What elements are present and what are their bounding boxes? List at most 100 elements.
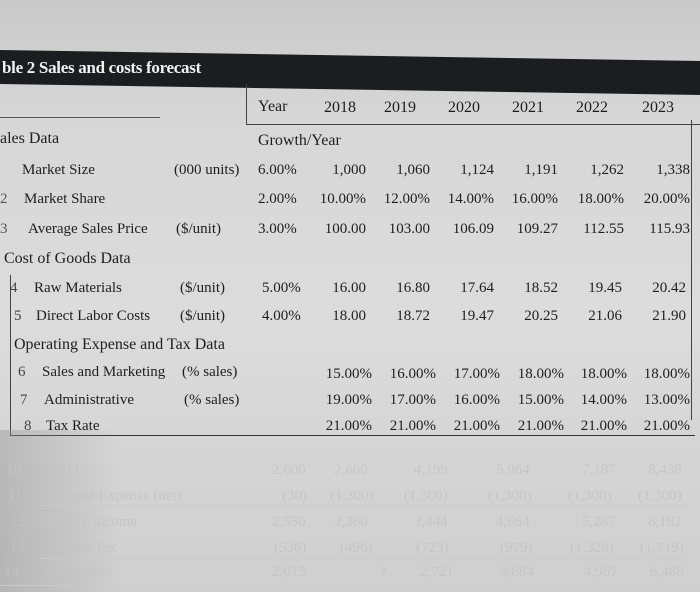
header-divider bbox=[0, 117, 160, 118]
growth-cell: 3.00% bbox=[258, 221, 297, 237]
value-cell: 20.25 bbox=[524, 308, 558, 324]
value-cell: 1,060 bbox=[396, 162, 430, 178]
row-unit: (000 units) bbox=[174, 162, 240, 178]
row-unit: (% sales) bbox=[184, 392, 240, 408]
value-cell: 16.00% bbox=[453, 392, 500, 408]
value-cell: 12.00% bbox=[383, 191, 430, 207]
row-label: Raw Materials bbox=[34, 280, 122, 296]
ghost-value: 8,438 bbox=[648, 462, 682, 478]
year-header-box bbox=[246, 84, 700, 125]
ghost-number: 13 bbox=[10, 540, 25, 556]
value-cell: 10.00% bbox=[319, 191, 366, 207]
ghost-value: (1,320) bbox=[570, 540, 614, 556]
ghost-number: 14 bbox=[4, 564, 19, 580]
year-2018: 2018 bbox=[324, 99, 356, 116]
value-cell: 16.00% bbox=[389, 366, 436, 382]
ghost-value: (536) bbox=[274, 540, 307, 556]
ghost-value: 8,182 bbox=[648, 514, 682, 530]
ghost-divider bbox=[40, 505, 690, 506]
ghost-value: 2,600 bbox=[272, 462, 306, 478]
ghost-value: (1,300) bbox=[404, 488, 448, 504]
value-cell: 21.00% bbox=[325, 418, 372, 434]
ghost-label: Income Tax bbox=[46, 540, 117, 556]
ghost-value: (1,300) bbox=[488, 488, 532, 504]
value-cell: 19.45 bbox=[588, 280, 622, 296]
ghost-label: Net Income bbox=[42, 564, 113, 580]
value-cell: 17.00% bbox=[389, 392, 436, 408]
value-cell: 103.00 bbox=[388, 221, 430, 237]
row-unit: (% sales) bbox=[182, 364, 238, 380]
row-label: Market Share bbox=[24, 191, 106, 207]
value-cell: 1,191 bbox=[524, 162, 558, 178]
value-cell: 100.00 bbox=[324, 221, 366, 237]
row-label: Administrative bbox=[44, 392, 134, 408]
value-cell: 21.06 bbox=[588, 308, 622, 324]
row-label: Sales and Marketing bbox=[42, 364, 166, 380]
ghost-number: 10 bbox=[6, 462, 21, 478]
value-cell: 1,000 bbox=[332, 162, 366, 178]
ghost-value: 3,684 bbox=[500, 564, 534, 580]
ghost-value: (1,300) bbox=[638, 488, 682, 504]
row-label: Tax Rate bbox=[46, 418, 100, 434]
table-bottom-border bbox=[10, 435, 695, 436]
growth-cell: 6.00% bbox=[258, 162, 297, 178]
growth-cell: 5.00% bbox=[262, 280, 301, 296]
value-cell: 19.00% bbox=[325, 392, 372, 408]
row-number: 3 bbox=[0, 221, 8, 237]
value-cell: 18.00% bbox=[517, 366, 564, 382]
value-cell: 21.90 bbox=[652, 308, 686, 324]
shadow bbox=[0, 430, 120, 592]
section-cogs: Cost of Goods Data bbox=[4, 250, 131, 267]
value-cell: 109.27 bbox=[516, 221, 558, 237]
ghost-value: (1,719) bbox=[640, 540, 684, 556]
value-cell: 15.00% bbox=[517, 392, 564, 408]
value-cell: 13.00% bbox=[643, 392, 690, 408]
ghost-label: EBIT bbox=[48, 462, 82, 478]
row-unit: ($/unit) bbox=[180, 308, 225, 324]
year-label: Year bbox=[258, 98, 288, 115]
value-cell: 115.93 bbox=[649, 221, 690, 237]
row-number: 6 bbox=[18, 364, 26, 380]
row-number: 8 bbox=[24, 418, 32, 434]
value-cell: 14.00% bbox=[447, 191, 494, 207]
value-cell: 21.00% bbox=[389, 418, 436, 434]
value-cell: 16.80 bbox=[396, 280, 430, 296]
value-cell: 20.42 bbox=[652, 280, 686, 296]
section-sales: ales Data bbox=[0, 130, 60, 147]
value-cell: 1,124 bbox=[460, 162, 494, 178]
ghost-value: 4,664 bbox=[496, 514, 530, 530]
value-cell: 17.64 bbox=[460, 280, 494, 296]
value-cell: 17.00% bbox=[453, 366, 500, 382]
table-title: ble 2 Sales and costs forecast bbox=[2, 58, 201, 77]
year-2020: 2020 bbox=[448, 99, 480, 116]
ghost-value: 7,187 bbox=[582, 462, 616, 478]
table-right-border bbox=[691, 120, 692, 420]
table-left-border bbox=[10, 275, 11, 435]
ghost-value: (723) bbox=[416, 540, 449, 556]
value-cell: 18.00 bbox=[332, 308, 366, 324]
ghost-value: (1,300) bbox=[568, 488, 612, 504]
row-label: Direct Labor Costs bbox=[36, 308, 151, 324]
year-2023: 2023 bbox=[642, 99, 674, 116]
year-2021: 2021 bbox=[512, 99, 544, 116]
value-cell: 19.47 bbox=[460, 308, 494, 324]
year-2019: 2019 bbox=[384, 99, 416, 116]
value-cell: 14.00% bbox=[580, 392, 627, 408]
ghost-value: (1,300) bbox=[330, 488, 374, 504]
row-unit: ($/unit) bbox=[180, 280, 225, 296]
ghost-value: 4,967 bbox=[584, 564, 618, 580]
year-2022: 2022 bbox=[576, 99, 608, 116]
row-unit: ($/unit) bbox=[176, 221, 221, 237]
growth-cell: 2.00% bbox=[258, 191, 297, 207]
ghost-divider bbox=[40, 558, 690, 559]
value-cell: 15.00% bbox=[325, 366, 372, 382]
value-cell: 1,262 bbox=[590, 162, 624, 178]
ghost-value: 2,015 bbox=[272, 564, 306, 580]
ghost-value: 4,199 bbox=[414, 462, 448, 478]
value-cell: 18.00% bbox=[643, 366, 690, 382]
ghost-value: (30) bbox=[282, 488, 307, 504]
ghost-value: 3,444 bbox=[414, 514, 448, 530]
ghost-number: 12 bbox=[10, 514, 25, 530]
row-label: Average Sales Price bbox=[28, 221, 148, 237]
ghost-label: Interest Expense (net) bbox=[50, 488, 182, 504]
